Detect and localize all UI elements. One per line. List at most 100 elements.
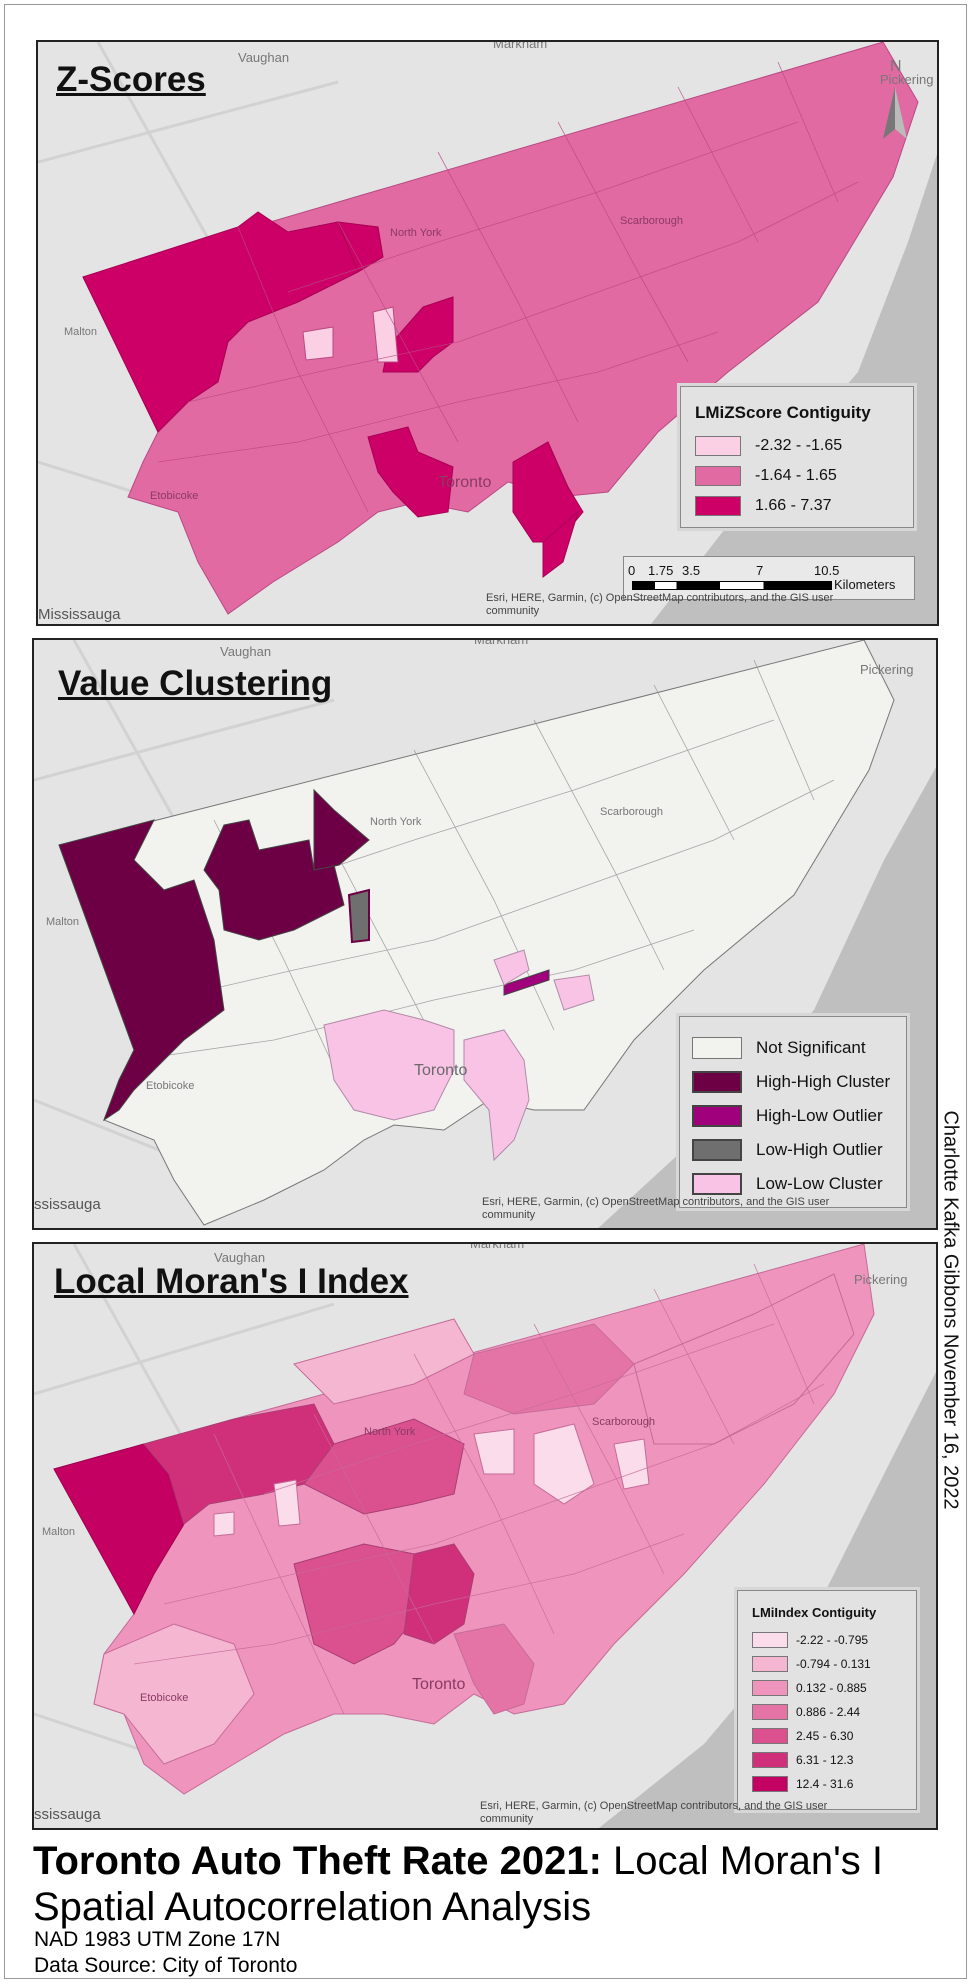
main-title-bold: Toronto Auto Theft Rate 2021: [33, 1839, 602, 1883]
legend-swatch [752, 1656, 788, 1672]
legend-item: 1.66 - 7.37 [695, 491, 913, 521]
place-malton: Malton [42, 1526, 76, 1538]
moran-attribution: Esri, HERE, Garmin, (c) OpenStreetMap co… [480, 1800, 900, 1826]
neighbourhood-lines [133, 1263, 825, 1715]
place-malton: Malton [46, 916, 80, 928]
moran-class-5 [303, 1418, 465, 1515]
legend-item: -0.794 - 0.131 [752, 1652, 916, 1676]
legend-item: Low-Low Cluster [692, 1167, 906, 1201]
place-mississauga: ssissauga [34, 1806, 101, 1823]
zscore-legend: LMiZScore Contiguity -2.32 - -1.65 -1.64 … [680, 386, 914, 528]
place-toronto: Toronto [414, 1062, 468, 1079]
zscore-legend-title: LMiZScore Contiguity [695, 403, 871, 422]
moran-legend: LMiIndex Contiguity -2.22 - -0.795 -0.794… [737, 1590, 917, 1810]
scale-tick-0: 0 [628, 563, 636, 578]
zscore-attribution: Esri, HERE, Garmin, (c) OpenStreetMap co… [486, 592, 906, 618]
scale-tick-3: 7 [756, 563, 764, 578]
main-title-rest: Local Moran's I Spatial Autocorrelation … [33, 1839, 883, 1929]
legend-swatch [695, 466, 741, 486]
north-arrow [883, 87, 907, 139]
legend-item: High-High Cluster [692, 1065, 906, 1099]
high-low-outlier [503, 969, 550, 996]
legend-item: 6.31 - 12.3 [752, 1748, 916, 1772]
page-frame [4, 4, 967, 1979]
high-high-west [58, 819, 225, 1122]
low-low-ne [493, 949, 595, 1011]
attribution-line-2: community [482, 1209, 536, 1221]
moran-title: Local Moran's I Index [54, 1262, 409, 1301]
zscore-title: Z-Scores [56, 60, 206, 99]
legend-swatch [695, 436, 741, 456]
place-mississauga: Mississauga [38, 606, 121, 623]
legend-label: 0.132 - 0.885 [796, 1681, 867, 1695]
moran-legend-title: LMiIndex Contiguity [752, 1605, 877, 1620]
data-source-text: Data Source: City of Toronto [34, 1954, 298, 1977]
scale-tick-4: 10.5 [814, 563, 840, 578]
legend-label: High-High Cluster [756, 1072, 891, 1091]
legend-label: -0.794 - 0.131 [796, 1657, 871, 1671]
legend-label: -2.22 - -0.795 [796, 1633, 869, 1647]
scale-tick-2: 3.5 [682, 563, 701, 578]
zscore-high-nw [337, 221, 384, 273]
place-pickering: Pickering [860, 662, 914, 677]
legend-swatch [752, 1680, 788, 1696]
legend-swatch [752, 1752, 788, 1768]
legend-swatch [692, 1173, 742, 1195]
low-low-east [463, 1029, 530, 1162]
attribution-line-1: Esri, HERE, Garmin, (c) OpenStreetMap co… [486, 592, 834, 604]
legend-label: 0.886 - 2.44 [796, 1705, 861, 1719]
legend-item: 0.132 - 0.885 [752, 1676, 916, 1700]
zscore-low-2 [372, 306, 399, 363]
place-toronto: Toronto [412, 1676, 466, 1693]
legend-swatch [692, 1037, 742, 1059]
attribution-line-2: community [486, 605, 540, 617]
legend-item: Low-High Outlier [692, 1133, 906, 1167]
legend-item: Not Significant [692, 1031, 906, 1065]
moran-class-1-centre [473, 1423, 650, 1505]
moran-class-1-small [213, 1479, 301, 1537]
low-high-outlier [347, 888, 370, 944]
moran-class-6-south [403, 1543, 475, 1645]
author-date: Charlotte Kafka Gibbons November 16, 202… [939, 1110, 962, 1510]
place-vaughan: Vaughan [214, 1250, 266, 1265]
legend-label: 1.66 - 7.37 [755, 497, 832, 514]
place-etobicoke: Etobicoke [150, 490, 199, 502]
moran-class-2-west [93, 1623, 255, 1765]
scale-bar: 0 1.75 3.5 7 10.5 Kilometers [623, 556, 915, 600]
moran-class-2-north [293, 1318, 475, 1405]
legend-swatch [692, 1105, 742, 1127]
legend-swatch [752, 1632, 788, 1648]
attribution-line-1: Esri, HERE, Garmin, (c) OpenStreetMap co… [480, 1800, 828, 1812]
zscore-map-svg [38, 42, 937, 624]
place-pickering: Pickering [880, 72, 934, 87]
place-malton: Malton [64, 326, 98, 338]
legend-label: High-Low Outlier [756, 1106, 883, 1125]
moran-class-4 [463, 1323, 635, 1415]
place-markham: Markham [493, 40, 548, 51]
place-vaughan: Vaughan [220, 644, 272, 659]
legend-label: 2.45 - 6.30 [796, 1729, 854, 1743]
neighbourhood-lines [133, 659, 835, 1111]
north-label: N [890, 58, 902, 75]
legend-item: -2.32 - -1.65 [695, 431, 913, 461]
zscore-high-centre [367, 426, 454, 518]
neighbourhood-lines [157, 61, 859, 513]
scale-bar-segments [632, 581, 832, 590]
high-high-centre [203, 819, 345, 941]
place-vaughan: Vaughan [238, 50, 290, 65]
legend-swatch [692, 1071, 742, 1093]
clustering-legend: Not Significant High-High Cluster High-Low… [679, 1016, 907, 1208]
legend-item: 0.886 - 2.44 [752, 1700, 916, 1724]
legend-item: High-Low Outlier [692, 1099, 906, 1133]
place-scarborough: Scarborough [600, 806, 663, 818]
zscore-low-1 [302, 326, 334, 361]
clustering-attribution: Esri, HERE, Garmin, (c) OpenStreetMap co… [482, 1196, 902, 1222]
clustering-title: Value Clustering [58, 664, 333, 703]
toronto-boundary [58, 640, 895, 1226]
legend-swatch [692, 1139, 742, 1161]
place-markham: Markham [470, 1242, 525, 1251]
legend-label: 6.31 - 12.3 [796, 1753, 854, 1767]
legend-label: Low-High Outlier [756, 1140, 883, 1159]
legend-swatch [752, 1728, 788, 1744]
place-pickering: Pickering [854, 1272, 908, 1287]
